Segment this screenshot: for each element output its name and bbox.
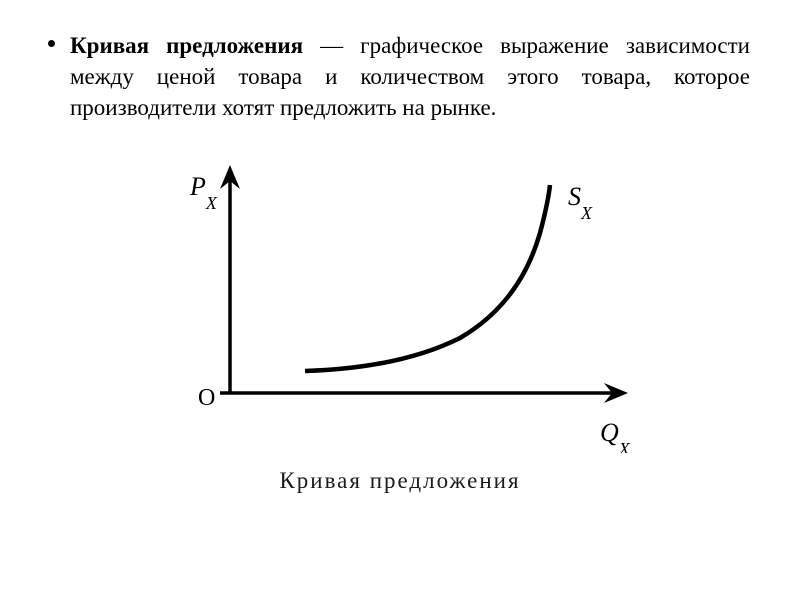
y-axis-label: PX — [189, 172, 218, 213]
x-axis-label: QX — [600, 418, 631, 453]
term-text: Кривая предложения — [70, 33, 303, 58]
origin-label: O — [198, 385, 215, 411]
definition-paragraph: Кривая предложения — графическое выражен… — [50, 30, 750, 123]
supply-curve — [305, 185, 550, 371]
bullet-icon — [48, 40, 55, 47]
curve-label: SX — [568, 182, 593, 223]
chart-caption: Кривая предложения — [279, 468, 520, 494]
supply-curve-chart: PX QX O SX — [140, 143, 660, 453]
chart-container: PX QX O SX Кривая предложения — [50, 143, 750, 494]
